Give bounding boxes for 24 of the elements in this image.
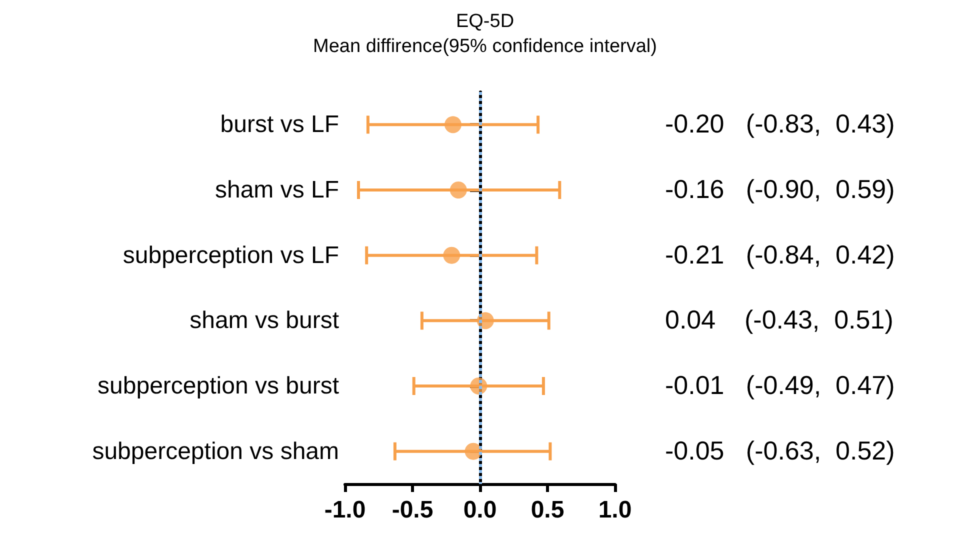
- chart-title: EQ-5D: [456, 11, 514, 32]
- data-label: -0.05 (-0.63, 0.52): [665, 435, 895, 466]
- point: [450, 182, 467, 198]
- y-tick-label: subperception vs sham: [92, 438, 339, 465]
- x-tick-label: -1.0: [324, 496, 366, 524]
- x-tick-label: 0.5: [530, 496, 564, 524]
- y-tick-label: sham vs LF: [214, 176, 339, 204]
- point: [464, 442, 482, 460]
- chart-subtitle: Mean diffirence(95% confidence interval): [313, 36, 657, 57]
- point: [476, 312, 494, 330]
- x-tick-label: -0.5: [392, 496, 434, 524]
- y-tick-label: burst vs LF: [220, 111, 339, 138]
- data-label: -0.16 (-0.90, 0.59): [665, 174, 895, 204]
- y-tick-label: subperception vs LF: [122, 242, 339, 269]
- data-label: -0.01 (-0.49, 0.47): [665, 370, 895, 400]
- data-label: 0.04 (-0.43, 0.51): [665, 304, 894, 335]
- point: [443, 246, 460, 264]
- data-label: -0.21 (-0.84, 0.42): [665, 239, 895, 270]
- data-label: -0.20 (-0.83, 0.43): [665, 108, 895, 139]
- x-tick-label: 0.0: [463, 496, 497, 524]
- x-tick-label: 1.0: [598, 496, 632, 524]
- point: [444, 116, 462, 134]
- y-tick-label: subperception vs burst: [98, 372, 340, 400]
- y-tick-label: sham vs burst: [190, 307, 340, 334]
